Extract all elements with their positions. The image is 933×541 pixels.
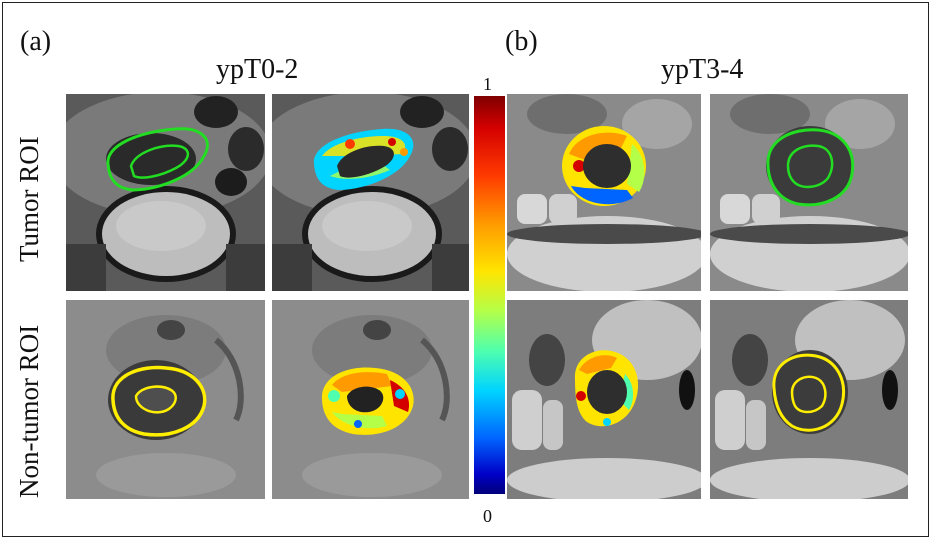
mri-a-nontumor-contour	[66, 300, 265, 499]
row-label-tumor: Tumor ROI	[14, 136, 44, 262]
panel-a-label: (a)	[20, 26, 52, 57]
colorbar-max-label: 1	[483, 74, 492, 94]
panel-b-title: ypT3-4	[661, 54, 744, 85]
row-label-nontumor: Non-tumor ROI	[14, 324, 44, 498]
mri-a-nontumor-heatmap	[272, 300, 469, 499]
mri-b-nontumor-contour	[710, 300, 908, 499]
mri-b-tumor-heatmap	[507, 94, 701, 291]
panel-b-label: (b)	[505, 26, 538, 57]
mri-a-tumor-contour	[66, 94, 265, 291]
panel-a-title: ypT0-2	[216, 54, 299, 85]
mri-a-tumor-heatmap	[272, 94, 469, 291]
mri-b-tumor-contour	[710, 94, 908, 291]
colorbar	[474, 96, 505, 494]
mri-b-nontumor-heatmap	[507, 300, 701, 499]
colorbar-min-label: 0	[483, 506, 492, 526]
